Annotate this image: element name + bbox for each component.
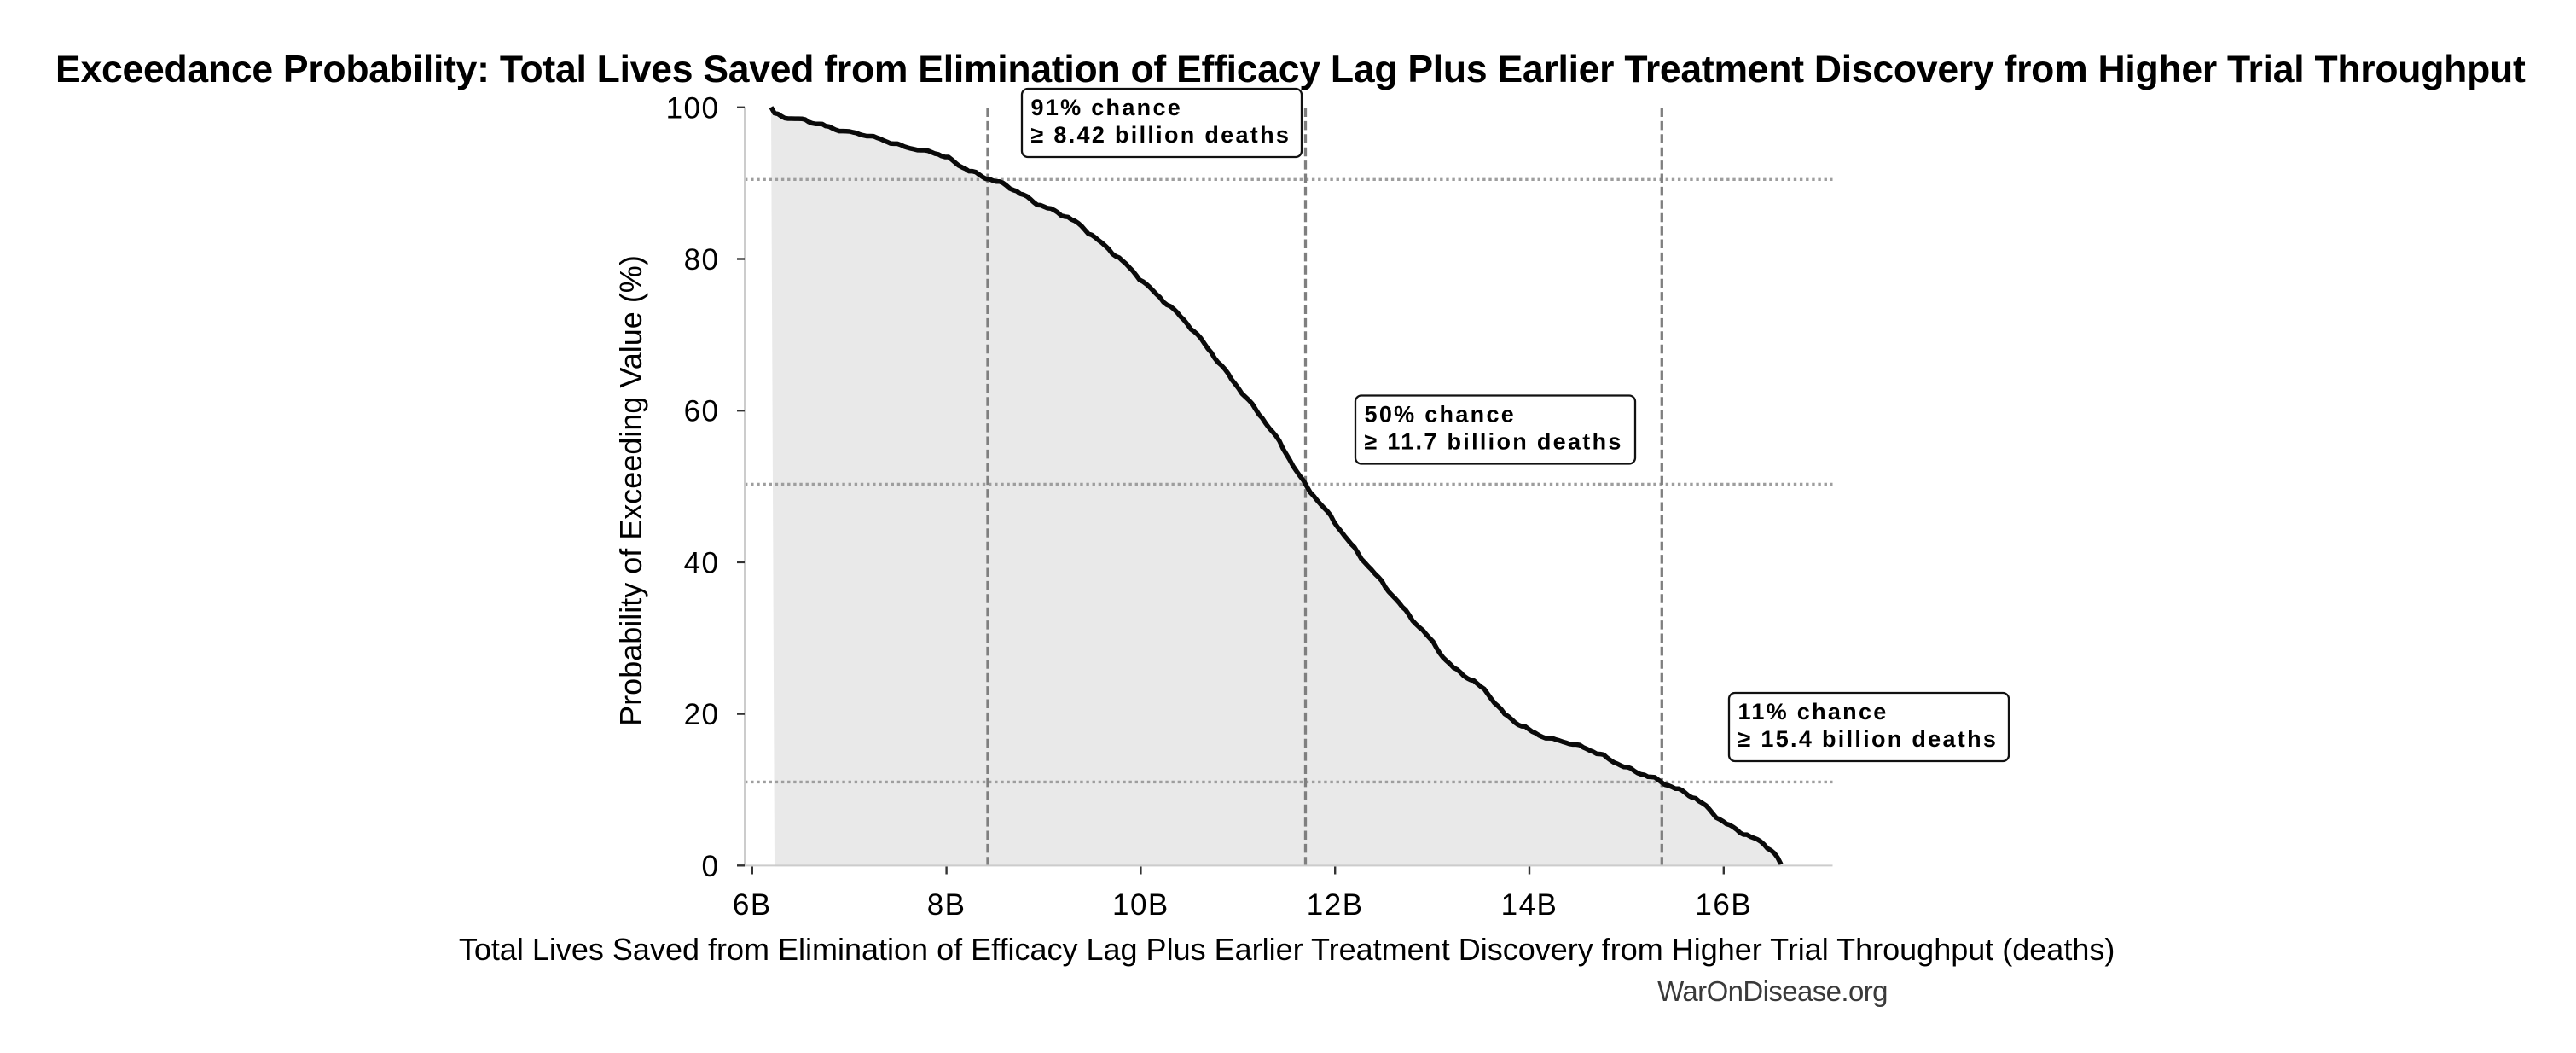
svg-text:Exceedance Probability: Total: Exceedance Probability: Total Lives Save…: [55, 49, 2526, 90]
svg-text:16B: 16B: [1695, 888, 1752, 922]
svg-text:100: 100: [666, 91, 720, 125]
svg-text:≥ 11.7 billion deaths: ≥ 11.7 billion deaths: [1365, 428, 1623, 454]
svg-text:Total Lives Saved from Elimina: Total Lives Saved from Elimination of Ef…: [459, 932, 2115, 967]
svg-text:20: 20: [684, 698, 720, 731]
svg-text:≥ 15.4 billion deaths: ≥ 15.4 billion deaths: [1738, 726, 1999, 752]
svg-text:40: 40: [684, 546, 720, 579]
svg-text:12B: 12B: [1307, 888, 1364, 922]
svg-text:60: 60: [684, 395, 720, 428]
svg-text:8B: 8B: [927, 888, 966, 922]
svg-text:6B: 6B: [733, 888, 772, 922]
svg-text:≥ 8.42 billion deaths: ≥ 8.42 billion deaths: [1031, 122, 1291, 148]
svg-text:10B: 10B: [1112, 888, 1169, 922]
svg-text:11% chance: 11% chance: [1738, 699, 1888, 724]
svg-text:50% chance: 50% chance: [1365, 402, 1517, 428]
svg-text:80: 80: [684, 243, 720, 276]
svg-text:91% chance: 91% chance: [1031, 95, 1183, 120]
svg-text:14B: 14B: [1501, 888, 1558, 922]
svg-text:0: 0: [702, 850, 720, 883]
svg-text:Probability of Exceeding Value: Probability of Exceeding Value (%): [613, 255, 648, 726]
svg-text:WarOnDisease.org: WarOnDisease.org: [1657, 975, 1888, 1007]
